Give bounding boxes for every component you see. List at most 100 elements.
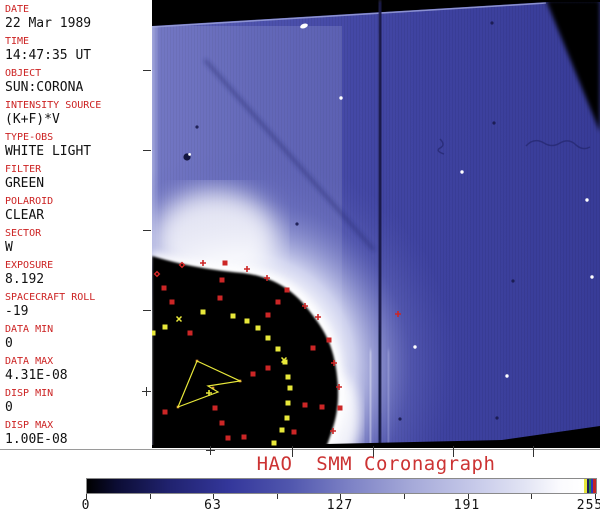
fiducial-plus-red [264,275,270,281]
colorbar-tick [213,494,214,499]
dust-speck [492,121,496,125]
metadata-value: SUN:CORONA [5,80,84,95]
metadata-entry: DISP MIN 0 [5,388,150,415]
fiducial-square-yellow [162,324,168,330]
colorbar-stripe [587,479,589,493]
star-dot [505,374,509,378]
metadata-entry: DATA MIN 0 [5,324,150,351]
fiducial-plus-red [395,311,401,317]
coronagraph-image[interactable] [152,0,600,448]
star-dot [339,96,343,100]
dust-speck [490,21,494,25]
fiducial-square-red [219,420,225,426]
fiducial-square-yellow [244,318,250,324]
top-right-vignette [546,0,600,132]
pylon-right-rim [386,349,391,446]
colorbar-overlay-stripes [584,479,596,493]
metadata-label: DATE [5,4,30,15]
colorbar-tick-label: 255 [576,498,600,512]
metadata-entry: EXPOSURE 8.192 [5,260,150,287]
metadata-label: INTENSITY SOURCE [5,100,102,111]
metadata-sidebar: DATE 22 Mar 1989 TIME 14:47:35 UT OBJECT SUN:… [0,0,150,449]
image-title: HAO SMM Coronagraph [256,453,496,475]
colorbar-tick-label: 191 [453,498,481,512]
colorbar-tick [277,494,278,499]
metadata-value: 1.00E-08 [5,432,68,447]
star-dot [585,198,589,202]
fiducial-square-red [326,337,332,343]
metadata-label: TYPE-OBS [5,132,54,143]
fiducial-square-red [284,287,290,293]
metadata-entry: SPACECRAFT ROLL -19 [5,292,150,319]
colorbar-tick [531,494,532,499]
metadata-label: OBJECT [5,68,42,79]
fiducial-square-red [291,429,297,435]
occulting-disk [152,256,339,448]
colorbar-tick-label: 63 [204,498,222,512]
metadata-entry: DATA MAX 4.31E-08 [5,356,150,383]
artifact-squiggle-right [525,139,591,150]
dust-speck [398,417,402,421]
fiducial-square-red [265,365,271,371]
fiducial-square-red [222,260,228,266]
metadata-entry: TYPE-OBS WHITE LIGHT [5,132,150,159]
metadata-value: -19 [5,304,29,319]
fiducial-square-yellow [200,309,206,315]
metadata-entry: OBJECT SUN:CORONA [5,68,150,95]
metadata-label: DISP MAX [5,420,54,431]
fiducial-square-yellow [265,335,271,341]
fiducial-square-red [275,299,281,305]
fiducial-square-yellow [284,415,290,421]
colorbar-tick [86,494,87,499]
coronagraph-image-area[interactable] [152,0,600,448]
fiducial-square-red [161,285,167,291]
star-dot [460,170,464,174]
colorbar [86,478,597,494]
fiducial-square-yellow [255,325,261,331]
colorbar-tick [340,494,341,499]
fiducial-plus-red [244,266,250,272]
metadata-value: 14:47:35 UT [5,48,92,63]
fiducial-square-yellow [271,440,277,446]
colorbar-stripe [584,479,587,493]
diagonal-streak [203,59,376,251]
pylon-line-bottom [374,329,385,446]
star-dot [590,275,594,279]
fiducial-square-red [310,345,316,351]
left-axis-tick [143,70,151,71]
fiducial-plus-red [302,303,308,309]
vertex-dot-orange [211,386,215,390]
fiducial-square-yellow [287,385,293,391]
fiducial-square-yellow [275,346,281,352]
fiducial-square-red [225,435,231,441]
fiducial-square-red [241,434,247,440]
metadata-entry: POLAROID CLEAR [5,196,150,223]
dark-blob-highlight [188,153,191,156]
metadata-label: POLAROID [5,196,54,207]
colorbar-stripe [589,479,591,493]
metadata-value: W [5,240,13,255]
dust-specks [183,21,515,421]
metadata-label: SECTOR [5,228,42,239]
fiducial-x-yellow [280,356,288,364]
fiducial-square-yellow [279,427,285,433]
fiducial-square-red [219,277,225,283]
dust-speck [511,279,515,283]
artifact-squiggle-left [437,138,445,155]
fiducial-diamond-center [181,264,183,266]
metadata-value: 22 Mar 1989 [5,16,92,31]
colorbar-tick-label: 0 [81,498,91,512]
fiducial-square-red [337,405,343,411]
pylon-left-rim [368,349,373,446]
fiducial-square-red [265,312,271,318]
metadata-label: FILTER [5,164,42,175]
fiducial-plus-red [200,260,206,266]
fiducial-x-yellow [175,315,183,323]
fiducial-square-red [212,405,218,411]
fiducial-square-red [169,299,175,305]
axis-plus-mark [206,446,215,455]
fiducial-square-yellow [152,330,156,336]
metadata-label: DISP MIN [5,388,54,399]
metadata-entry: FILTER GREEN [5,164,150,191]
